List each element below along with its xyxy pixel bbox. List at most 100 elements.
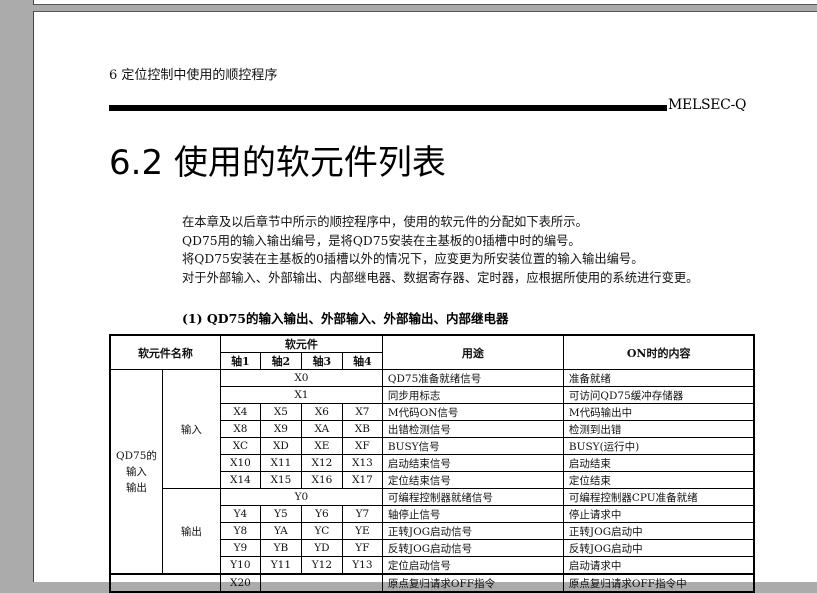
table-row: X14 X15 X16 X17 定位结束信号 定位结束 [110, 471, 755, 489]
table-row: Y10 Y11 Y12 Y13 定位启动信号 启动请求中 [110, 556, 755, 575]
device-cell: Y6 [300, 505, 343, 523]
device-cell: Y13 [341, 556, 383, 575]
device-cell: Y10 [219, 556, 261, 575]
device-cell: X1 [219, 386, 383, 404]
group-line: 输出 [125, 481, 147, 494]
on-content-cell: 可访问QD75缓冲存储器 [562, 386, 755, 404]
on-content-cell: 可编程控制器CPU准备就绪 [562, 488, 755, 506]
running-head: 6 定位控制中使用的顺控程序 [109, 68, 278, 83]
table-row: QD75的 输入 输出 输入 X0 QD75准备就绪信号 准备就绪 [109, 369, 755, 575]
usage-cell: 出错检测信号 [381, 420, 564, 438]
device-cell: XB [341, 420, 383, 438]
usage-cell: 正转JOG启动信号 [381, 522, 564, 540]
table-row: X4 X5 X6 X7 M代码ON信号 M代码输出中 [110, 403, 755, 421]
header-axis: 轴3 [300, 352, 343, 370]
on-content-cell: M代码输出中 [562, 403, 755, 421]
device-cell: X4 [219, 403, 261, 421]
device-cell: XA [300, 420, 343, 438]
paragraph-line: 将QD75安装在主基板的0插槽以外的情况下，应变更为所安装位置的输入输出编号。 [182, 252, 644, 267]
device-table: 软元件名称 软元件 用途 ON时的内容 轴1 轴2 轴3 轴4 QD75的 输入输… [109, 334, 756, 593]
usage-cell: 启动结束信号 [381, 454, 564, 472]
device-cell: XF [341, 437, 383, 455]
device-cell: X13 [341, 454, 383, 472]
usage-cell: QD75准备就绪信号 [381, 369, 564, 387]
previous-page-bottom [33, 0, 817, 5]
header-device-name: 软元件名称 [109, 334, 221, 370]
header-axis: 轴1 [219, 352, 261, 370]
usage-cell: 定位启动信号 [381, 556, 564, 575]
paragraph-line: 在本章及以后章节中所示的顺控程序中，使用的软元件的分配如下表所示。 [182, 215, 588, 229]
device-cell: Y11 [259, 556, 302, 575]
usage-cell: 同步用标志 [381, 386, 564, 404]
section-title: 6.2 使用的软元件列表 [109, 143, 446, 183]
usage-cell: 反转JOG启动信号 [381, 539, 564, 557]
on-content-cell: BUSY(运行中) [562, 437, 755, 455]
device-cell: Y12 [300, 556, 343, 575]
on-content-cell: 检测到出错 [562, 420, 755, 438]
paragraph-line: QD75用的输入输出编号，是将QD75安装在主基板的0插槽中时的编号。 [182, 233, 581, 248]
device-cell: YE [341, 522, 383, 540]
device-cell: Y9 [219, 539, 261, 557]
group-cell [109, 573, 221, 593]
document-page: 6 定位控制中使用的顺控程序 MELSEC-Q 6.2 使用的软元件列表 在本章… [33, 11, 817, 593]
device-cell: X16 [300, 471, 343, 489]
group-cell: QD75的输入输出 [109, 369, 163, 575]
device-cell: Y4 [219, 505, 261, 523]
device-cell: XD [259, 437, 302, 455]
table-row: X20 原点复归请求OFF指令 原点复归请求OFF指令中 [109, 573, 755, 593]
device-cell: XC [219, 437, 261, 455]
usage-cell: BUSY信号 [381, 437, 564, 455]
usage-cell: 轴停止信号 [381, 505, 564, 523]
header-usage: 用途 [381, 334, 564, 370]
output-label: 输出 [161, 488, 221, 575]
device-cell: X7 [341, 403, 383, 421]
device-cell: YB [259, 539, 302, 557]
table-row: X10 X11 X12 X13 启动结束信号 启动结束 [110, 454, 755, 472]
header-axis: 轴2 [259, 352, 302, 370]
on-content-cell: 反转JOG启动中 [562, 539, 755, 557]
table-row: X8 X9 XA XB 出错检测信号 检测到出错 [110, 420, 755, 438]
device-cell: X9 [259, 420, 302, 438]
device-cell [259, 573, 383, 593]
usage-cell: 可编程控制器就绪信号 [381, 488, 564, 506]
header-axis: 轴4 [341, 352, 383, 370]
device-cell: Y8 [219, 522, 261, 540]
device-cell: Y0 [219, 488, 383, 506]
device-cell: XE [300, 437, 343, 455]
on-content-cell: 原点复归请求OFF指令中 [562, 573, 755, 593]
device-cell: X6 [300, 403, 343, 421]
device-cell: Y5 [259, 505, 302, 523]
device-cell: YD [300, 539, 343, 557]
device-cell: X8 [219, 420, 261, 438]
brand-label: MELSEC-Q [668, 97, 747, 113]
device-cell: X10 [219, 454, 261, 472]
on-content-cell: 正转JOG启动中 [562, 522, 755, 540]
device-cell: X20 [219, 573, 261, 593]
group-line: QD75的 [116, 449, 157, 462]
header-device: 软元件 [219, 334, 383, 353]
usage-cell: 原点复归请求OFF指令 [381, 573, 564, 593]
header-rule [109, 105, 667, 111]
device-cell: YC [300, 522, 343, 540]
device-cell: X12 [300, 454, 343, 472]
on-content-cell: 定位结束 [562, 471, 755, 489]
table-row: XC XD XE XF BUSY信号 BUSY(运行中) [110, 437, 755, 455]
table-row: Y9 YB YD YF 反转JOG启动信号 反转JOG启动中 [110, 539, 755, 557]
device-cell: YF [341, 539, 383, 557]
header-on-content: ON时的内容 [562, 334, 755, 370]
on-content-cell: 启动请求中 [562, 556, 755, 575]
on-content-cell: 停止请求中 [562, 505, 755, 523]
usage-cell: M代码ON信号 [381, 403, 564, 421]
device-cell: X14 [219, 471, 261, 489]
device-cell: X11 [259, 454, 302, 472]
device-cell: X15 [259, 471, 302, 489]
subheading: (1) QD75的输入输出、外部输入、外部输出、内部继电器 [182, 311, 509, 326]
paragraph-line: 对于外部输入、外部输出、内部继电器、数据寄存器、定时器，应根据所使用的系统进行变… [182, 271, 699, 286]
input-label: 输入 [161, 369, 221, 489]
device-cell: X17 [341, 471, 383, 489]
table-row: 输出 Y0 可编程控制器就绪信号 可编程控制器CPU准备就绪 [110, 488, 755, 575]
device-cell: YA [259, 522, 302, 540]
on-content-cell: 启动结束 [562, 454, 755, 472]
device-cell: Y7 [341, 505, 383, 523]
group-line: 输入 [125, 465, 147, 478]
